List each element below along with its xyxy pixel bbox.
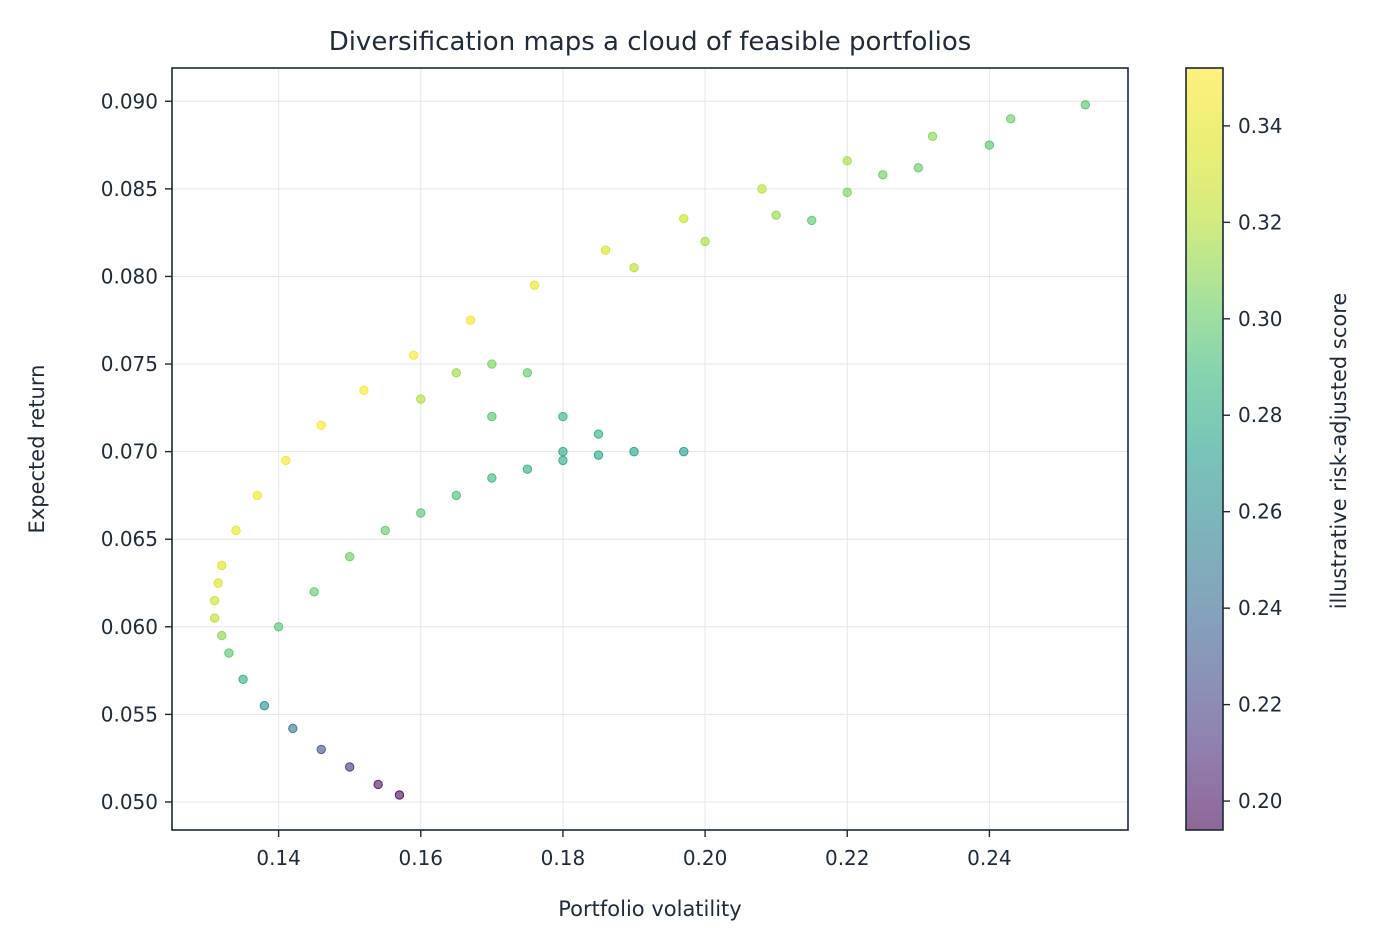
y-gridlines xyxy=(172,100,1128,803)
scatter-point xyxy=(309,587,319,597)
colorbar-tick-label: 0.24 xyxy=(1238,596,1283,620)
scatter-point xyxy=(984,140,995,150)
y-tick-label: 0.070 xyxy=(101,440,158,464)
colorbar-tick-label: 0.26 xyxy=(1238,500,1283,524)
colorbar-tick-label: 0.32 xyxy=(1238,210,1283,234)
colorbar-tick-label: 0.20 xyxy=(1238,789,1283,813)
chart-title: Diversification maps a cloud of feasible… xyxy=(329,27,972,57)
scatter-point xyxy=(522,464,533,474)
scatter-point xyxy=(558,446,568,457)
scatter-point xyxy=(345,552,355,562)
scatter-point xyxy=(259,700,270,711)
scatter-point xyxy=(487,359,497,369)
scatter-point xyxy=(878,170,888,180)
x-axis-label: Portfolio volatility xyxy=(558,897,741,921)
y-tick-label: 0.055 xyxy=(101,702,158,726)
scatter-point xyxy=(408,350,419,360)
x-tick-label: 0.14 xyxy=(256,846,301,870)
scatter-point xyxy=(394,790,405,800)
y-tick-label: 0.085 xyxy=(101,177,158,201)
x-tick-label: 0.20 xyxy=(683,846,728,870)
scatter-point xyxy=(842,187,852,198)
scatter-point xyxy=(238,674,248,685)
x-axis-ticks: 0.14 0.16 0.18 0.20 0.22 0.24 xyxy=(256,830,1012,870)
scatter-point xyxy=(373,779,383,790)
scatter-point xyxy=(1006,114,1016,124)
scatter-point xyxy=(913,163,924,173)
y-axis-label: Expected return xyxy=(25,365,49,534)
scatter-point xyxy=(451,368,462,378)
scatter-point xyxy=(487,473,497,483)
x-tick-label: 0.22 xyxy=(825,846,870,870)
plot-frame xyxy=(171,67,1129,831)
scatter-point xyxy=(359,385,369,396)
scatter-point xyxy=(679,446,689,457)
colorbar xyxy=(1186,68,1223,830)
y-tick-label: 0.060 xyxy=(101,615,158,639)
scatter-point xyxy=(807,215,817,226)
scatter-point xyxy=(522,368,533,378)
colorbar-ticks: 0.20 0.22 0.24 0.26 0.28 0.30 0.32 0.34 xyxy=(1223,114,1283,813)
scatter-point xyxy=(771,210,781,220)
scatter-point xyxy=(529,280,540,290)
scatter-point xyxy=(281,455,291,466)
y-axis-ticks: 0.050 0.055 0.060 0.065 0.070 0.075 0.080 0.085… xyxy=(101,89,172,814)
scatter-point xyxy=(224,648,234,658)
y-tick-label: 0.065 xyxy=(101,527,158,551)
scatter-point xyxy=(231,525,241,536)
scatter-point xyxy=(927,131,938,142)
scatter-point xyxy=(487,411,497,422)
scatter-point xyxy=(700,236,710,247)
y-tick-label: 0.075 xyxy=(101,352,158,376)
scatter-point xyxy=(252,490,262,501)
scatter-point xyxy=(416,394,426,404)
colorbar-tick-label: 0.22 xyxy=(1238,693,1283,717)
x-tick-label: 0.18 xyxy=(541,846,586,870)
scatter-point xyxy=(558,455,568,466)
colorbar-tick-label: 0.28 xyxy=(1238,403,1283,427)
scatter-point xyxy=(380,525,390,536)
scatter-point xyxy=(1080,100,1091,110)
scatter-point xyxy=(679,213,689,224)
scatter-point xyxy=(600,245,611,255)
scatter-point xyxy=(451,490,462,501)
scatter-point xyxy=(842,156,852,166)
scatter-point xyxy=(273,622,284,632)
scatter-point xyxy=(209,595,220,606)
scatter-point xyxy=(465,315,476,325)
scatter-point xyxy=(757,184,767,194)
y-tick-label: 0.080 xyxy=(101,264,158,288)
scatter-point xyxy=(217,560,227,571)
colorbar-frame xyxy=(1185,67,1224,831)
scatter-point xyxy=(593,429,604,439)
y-tick-label: 0.090 xyxy=(101,89,158,113)
scatter-point xyxy=(558,411,568,422)
scatter-point xyxy=(345,762,355,772)
scatter-point xyxy=(209,613,220,623)
colorbar-tick-label: 0.34 xyxy=(1238,114,1283,138)
scatter-point xyxy=(316,420,326,431)
scatter-point xyxy=(629,446,639,457)
scatter-point xyxy=(593,450,604,460)
colorbar-tick-label: 0.30 xyxy=(1238,307,1283,331)
scatter-points xyxy=(209,100,1091,800)
y-tick-label: 0.050 xyxy=(101,790,158,814)
scatter-point xyxy=(213,578,223,588)
scatter-point xyxy=(288,723,298,734)
x-tick-label: 0.24 xyxy=(967,846,1012,870)
colorbar-label: illustrative risk-adjusted score xyxy=(1327,293,1351,610)
x-tick-label: 0.16 xyxy=(399,846,444,870)
scatter-point xyxy=(629,263,639,273)
scatter-point xyxy=(316,744,326,755)
scatter-point xyxy=(416,508,426,518)
scatter-point xyxy=(217,630,227,641)
